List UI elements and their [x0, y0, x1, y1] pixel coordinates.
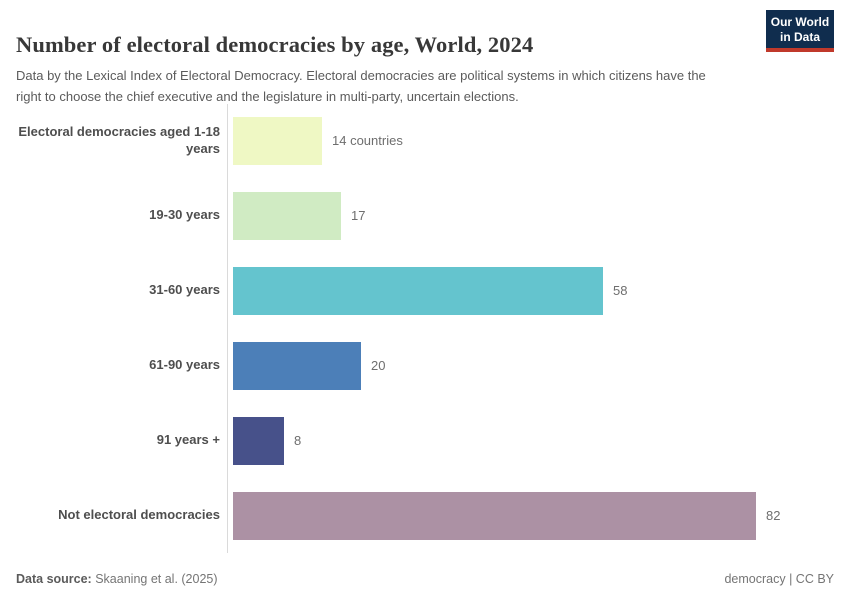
category-label: Electoral democracies aged 1-18 years	[18, 123, 220, 156]
value-label: 82	[766, 508, 781, 523]
owid-logo-line2: in Data	[779, 29, 820, 44]
category-label: 31-60 years	[149, 282, 220, 298]
bar-row: 19-30 years 17	[16, 178, 840, 253]
bar[interactable]	[233, 416, 284, 465]
bar[interactable]	[233, 191, 341, 240]
y-axis-line	[227, 104, 228, 553]
value-label: 8	[294, 433, 302, 448]
category-label: 19-30 years	[149, 207, 220, 223]
category-label: 61-90 years	[149, 357, 220, 373]
value-label: 58	[613, 283, 628, 298]
chart-footer: Data source: Skaaning et al. (2025) demo…	[16, 572, 834, 586]
bar-row: 91 years + 8	[16, 403, 840, 478]
bar-row: 61-90 years 20	[16, 328, 840, 403]
bar-row: 31-60 years 58	[16, 253, 840, 328]
value-label: 17	[351, 208, 366, 223]
chart-subtitle: Data by the Lexical Index of Electoral D…	[16, 68, 706, 104]
bar[interactable]	[233, 491, 756, 540]
value-label: 20	[371, 358, 386, 373]
license-note: democracy | CC BY	[724, 572, 834, 586]
chart-title: Number of electoral democracies by age, …	[16, 32, 534, 58]
bar[interactable]	[233, 341, 361, 390]
bar-chart: Electoral democracies aged 1-18 years 14 …	[16, 103, 840, 553]
bar-row: Electoral democracies aged 1-18 years 14 …	[16, 103, 840, 178]
data-source-label: Data source:	[16, 572, 92, 586]
category-label: 91 years +	[156, 432, 220, 448]
bar[interactable]	[233, 116, 322, 165]
value-label: 14 countries	[332, 133, 403, 148]
bar[interactable]	[233, 266, 603, 315]
category-label: Not electoral democracies	[58, 507, 220, 523]
data-source: Data source: Skaaning et al. (2025)	[16, 572, 218, 586]
bar-row: Not electoral democracies 82	[16, 478, 840, 553]
data-source-value: Skaaning et al. (2025)	[95, 572, 218, 586]
owid-logo[interactable]: Our World in Data	[766, 10, 834, 53]
owid-logo-line1: Our World	[770, 15, 830, 29]
